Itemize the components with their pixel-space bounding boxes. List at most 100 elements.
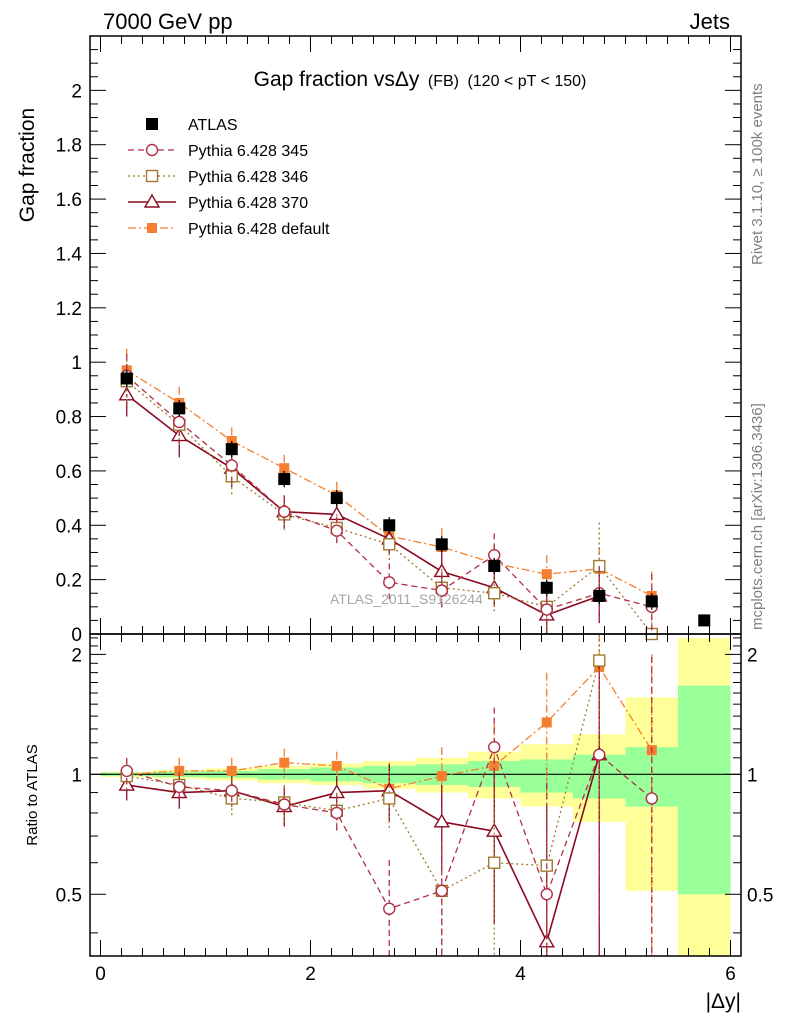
legend-marker xyxy=(143,193,161,208)
data-point xyxy=(279,463,290,474)
ratio-point xyxy=(593,654,606,667)
y-tick-label: 1.2 xyxy=(56,299,82,320)
data-point xyxy=(383,538,396,551)
ratio-point xyxy=(488,740,501,754)
ratio-point xyxy=(383,792,396,805)
series-atlas xyxy=(120,370,711,627)
ratio-point xyxy=(330,806,343,820)
main-title-text: Gap fraction vsΔy xyxy=(254,68,420,91)
header-right: Jets xyxy=(690,9,730,34)
ratio-point xyxy=(225,784,238,797)
data-point xyxy=(488,560,501,573)
ratio-point xyxy=(645,792,658,805)
ratio-point xyxy=(331,760,342,771)
data-point xyxy=(383,576,396,589)
ratio-ylabel: Ratio to ATLAS xyxy=(24,744,41,845)
uncertainty-bands xyxy=(100,637,731,956)
data-point xyxy=(541,569,552,580)
y-tick-label: 1.8 xyxy=(56,136,82,157)
main-ylabel: Gap fraction xyxy=(16,108,39,222)
legend: ATLAS Pythia 6.428 345 Pythia 6.428 346 Pyt… xyxy=(128,117,330,238)
main-title: Gap fraction vsΔy (FB) (120 < pT < 150) xyxy=(254,68,587,91)
ratio-point xyxy=(226,765,237,776)
main-title-range: (120 < pT < 150) xyxy=(467,73,586,90)
data-point xyxy=(645,595,658,608)
data-point xyxy=(540,603,553,616)
y-tick-label: 0 xyxy=(71,625,82,646)
data-point xyxy=(225,459,238,472)
legend-item-p370: Pythia 6.428 370 xyxy=(128,193,308,212)
x-tick-label: 4 xyxy=(515,964,526,985)
data-point xyxy=(540,581,553,594)
data-point xyxy=(120,372,133,385)
ratio-point xyxy=(173,780,186,794)
legend-label: Pythia 6.428 default xyxy=(188,221,330,238)
data-point xyxy=(593,589,606,602)
side-label-bottom: mcplots.cern.ch [arXiv:1306.3436] xyxy=(749,403,766,630)
series-line-p370 xyxy=(126,394,600,616)
ratio-series-p345 xyxy=(120,656,658,956)
y-tick-label: 0.8 xyxy=(56,408,82,429)
y-tick-label: 0.4 xyxy=(56,516,83,537)
y-tick-label: 0.2 xyxy=(56,571,82,592)
header-left: 7000 GeV pp xyxy=(103,9,233,34)
band-inner xyxy=(678,685,731,895)
y-tick-label: 2 xyxy=(71,81,82,102)
data-point xyxy=(173,415,186,429)
data-point xyxy=(383,519,396,532)
data-point xyxy=(330,524,343,537)
ratio-series-p370 xyxy=(118,661,608,956)
ratio-point xyxy=(278,798,291,811)
ratio-point xyxy=(383,902,396,915)
ratio-xlabel: |Δy| xyxy=(706,990,741,1013)
main-plot-area xyxy=(118,348,711,641)
ratio-point xyxy=(593,748,606,761)
legend-item-pdef: Pythia 6.428 default xyxy=(128,221,330,238)
ratio-y-tick-label-right: 1 xyxy=(747,765,758,786)
ratio-point xyxy=(120,764,133,778)
ratio-point xyxy=(279,757,290,768)
watermark: ATLAS_2011_S9126244 xyxy=(330,591,483,607)
legend-label: ATLAS xyxy=(188,117,238,134)
y-tick-label: 0.6 xyxy=(56,462,82,483)
ratio-point xyxy=(540,888,553,901)
side-label-top: Rivet 3.1.10, ≥ 100k events xyxy=(749,83,766,265)
legend-item-p345: Pythia 6.428 345 xyxy=(128,143,308,160)
ratio-y-tick-label-right: 2 xyxy=(747,645,758,666)
ratio-point xyxy=(488,856,501,869)
legend-marker xyxy=(145,143,159,157)
ratio-y-tick-label: 2 xyxy=(71,645,82,666)
ratio-y-tick-label: 1 xyxy=(71,765,82,786)
legend-marker xyxy=(147,223,157,233)
ratio-y-tick-label-right: 0.5 xyxy=(747,885,773,906)
legend-marker xyxy=(146,118,158,130)
main-title-suffix: (FB) xyxy=(428,73,459,90)
ratio-point xyxy=(489,760,500,771)
ratio-line-p346 xyxy=(126,660,600,892)
legend-label: Pythia 6.428 346 xyxy=(188,169,308,186)
data-point xyxy=(225,443,238,456)
y-tick-label: 1.4 xyxy=(56,244,83,265)
data-point xyxy=(278,473,291,486)
ratio-panel: 0.5 0.5 1 1 2 2 0 2 4 6 Ratio to ATLAS |Δy| xyxy=(24,633,773,1013)
ratio-y-tick-label: 0.5 xyxy=(56,885,82,906)
legend-label: Pythia 6.428 370 xyxy=(188,195,308,212)
legend-item-atlas: ATLAS xyxy=(146,117,238,134)
main-panel: ATLAS_2011_S9126244 0 0.2 0.4 0.6 0.8 1 1.2 1.4… xyxy=(16,35,742,646)
x-tick-label: 2 xyxy=(305,964,316,985)
main-axes: 0 0.2 0.4 0.6 0.8 1 1.2 1.4 1.6 1.8 2 xyxy=(56,35,741,646)
data-point xyxy=(435,538,448,551)
data-point xyxy=(488,587,501,600)
ratio-point xyxy=(541,717,552,728)
legend-marker xyxy=(145,169,159,183)
data-point xyxy=(698,614,711,627)
data-point xyxy=(173,402,186,415)
data-point xyxy=(435,584,448,597)
data-point xyxy=(278,505,291,518)
x-tick-label: 6 xyxy=(725,964,736,985)
data-point xyxy=(330,492,343,505)
series-line-p345 xyxy=(126,375,652,611)
y-tick-label: 1 xyxy=(71,353,82,374)
legend-item-p346: Pythia 6.428 346 xyxy=(128,169,308,186)
